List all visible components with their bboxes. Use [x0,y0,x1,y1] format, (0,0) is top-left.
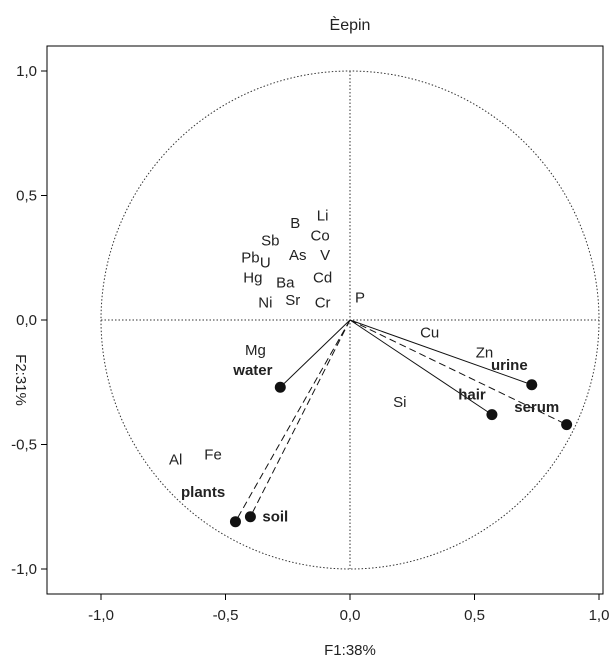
x-axis-label: F1:38% [324,642,376,659]
variable-label-P: P [355,290,365,307]
loading-vector-soil [249,319,351,517]
x-tick-label: 1,0 [589,607,610,624]
y-axis-label: F2:31% [12,354,29,406]
loading-vectors [235,319,567,522]
variable-label-Hg: Hg [243,270,262,287]
variable-label-Co: Co [311,227,330,244]
sample-label-serum: serum [514,399,559,416]
variable-label-Ni: Ni [258,295,272,312]
variable-label-Sr: Sr [285,292,300,309]
variable-label-B: B [290,215,300,232]
sample-label-soil: soil [262,509,288,526]
variable-label-Zn: Zn [476,344,494,361]
sample-point-plants [229,516,241,528]
variable-label-Si: Si [393,394,406,411]
variable-label-Pb: Pb [241,250,259,267]
loading-vector-hair [349,319,493,416]
variable-label-Li: Li [317,207,329,224]
variable-label-Cr: Cr [315,295,331,312]
sample-point-hair [486,409,498,421]
x-tick-label: -0,5 [213,607,239,624]
variable-label-Cd: Cd [313,270,332,287]
x-tick-label: 0,5 [464,607,485,624]
variable-label-Cu: Cu [420,324,439,341]
sample-point-serum [561,419,573,431]
sample-point-water [274,381,286,393]
variable-label-Al: Al [169,451,182,468]
sample-points: water urine hair serum plants soil [181,357,573,528]
y-tick-label: -1,0 [11,561,37,578]
sample-point-urine [526,379,538,391]
variable-label-Sb: Sb [261,232,279,249]
variable-label-U: U [260,255,271,272]
variable-label-As: As [289,247,307,264]
axis-ticks: -1,0 -0,5 0,0 0,5 1,0 1,0 0,5 0,0 -0,5 -1,0 [11,63,609,624]
loading-vector-urine [349,319,532,386]
variable-label-Ba: Ba [276,275,295,292]
sample-label-plants: plants [181,484,225,501]
y-tick-label: 1,0 [16,63,37,80]
loading-vector-water [279,319,351,388]
sample-label-water: water [232,362,272,379]
chart-title: Èepin [330,15,371,34]
y-tick-label: -0,5 [11,437,37,454]
variable-labels: Li B Co Sb As V Pb UHg Ba Cd Ni Sr Cr P Cu Zn Mg Si Al Fe [169,207,493,468]
variable-label-Fe: Fe [204,446,222,463]
loading-vector-plants [235,319,351,522]
sample-point-soil [244,511,256,523]
loading-vector-serum [349,319,567,426]
y-tick-label: 0,0 [16,312,37,329]
sample-label-hair: hair [458,387,486,404]
sample-label-urine: urine [491,357,528,374]
variable-label-V: V [320,247,330,264]
x-tick-label: -1,0 [88,607,114,624]
x-tick-label: 0,0 [340,607,361,624]
variable-label-Mg: Mg [245,342,266,359]
y-tick-label: 0,5 [16,188,37,205]
